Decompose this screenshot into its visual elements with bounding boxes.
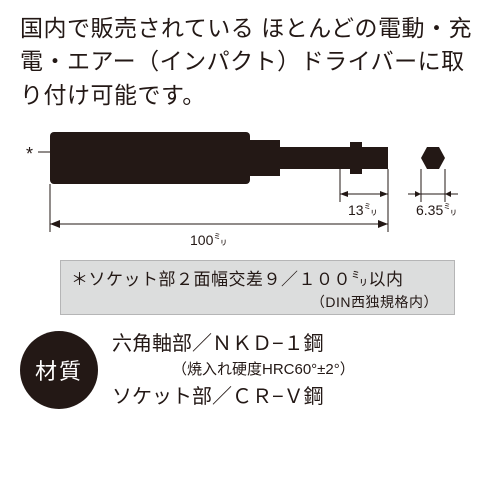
- material-line-2: ソケット部／ＣＲ−Ｖ鋼: [112, 382, 355, 412]
- tolerance-note: ＊ソケット部２面幅交差９／１００㍉以内 （DIN西独規格内）: [60, 260, 455, 315]
- tolerance-note-main: ＊ソケット部２面幅交差９／１００㍉以内: [71, 265, 444, 290]
- dim-overall-length: 100㍉: [190, 230, 227, 250]
- description-text: 国内で販売されている ほとんどの電動・充電・エアー（インパクト）ドライバーに取り…: [20, 12, 480, 112]
- dim-hex-length: 13㍉: [348, 200, 378, 220]
- material-line-1-sub: （焼入れ硬度HRC60°±2°）: [172, 359, 355, 382]
- material-badge: 材質: [20, 331, 98, 409]
- svg-text:*: *: [26, 144, 33, 164]
- material-line-1: 六角軸部／ＮＫＤ−１鋼: [112, 329, 355, 359]
- dim-shank-dia: 6.35㍉: [416, 200, 457, 220]
- material-text: 六角軸部／ＮＫＤ−１鋼 （焼入れ硬度HRC60°±2°） ソケット部／ＣＲ−Ｖ鋼: [112, 329, 355, 412]
- tolerance-note-sub: （DIN西独規格内）: [71, 292, 444, 312]
- socket-diagram: * 100㍉ 13㍉ 6.35㍉: [20, 122, 480, 252]
- material-section: 材質 六角軸部／ＮＫＤ−１鋼 （焼入れ硬度HRC60°±2°） ソケット部／ＣＲ…: [20, 329, 480, 412]
